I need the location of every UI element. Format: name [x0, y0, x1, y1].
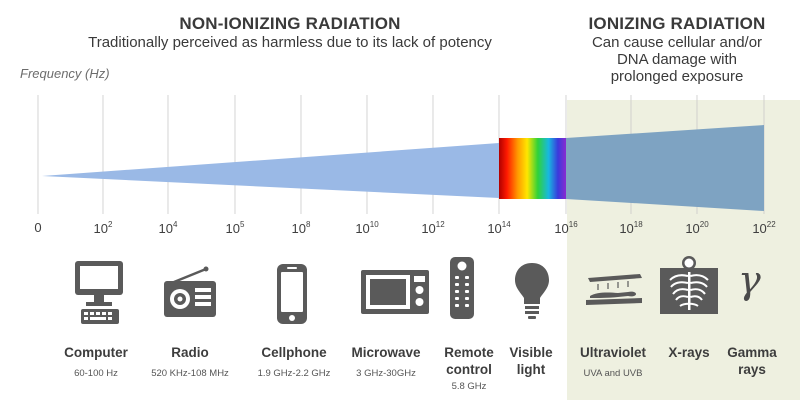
light-bulb-icon	[515, 263, 549, 319]
tick-label-5: 1010	[355, 220, 379, 236]
ultraviolet-label: Ultraviolet	[579, 345, 647, 360]
tick-label-10: 1020	[685, 220, 709, 236]
radio-icon	[164, 266, 216, 317]
microwave-label: Microwave	[351, 345, 421, 360]
ionizing-wedge	[566, 125, 764, 211]
microwave-icon	[361, 270, 429, 314]
tick-label-9: 1018	[619, 220, 643, 236]
tick-label-4: 108	[291, 220, 311, 236]
cellphone-label: Cellphone	[261, 345, 327, 360]
cellphone-icon	[277, 264, 307, 324]
tanning-bed-icon	[586, 274, 642, 305]
visible-light-label-line-2: light	[516, 362, 546, 377]
ionizing-subtitle-line-3: prolonged exposure	[610, 68, 744, 85]
xrays-label: X-rays	[668, 345, 710, 360]
remote-control-range: 5.8 GHz	[451, 381, 487, 392]
radio-label: Radio	[171, 345, 209, 360]
non-ionizing-subtitle: Traditionally perceived as harmless due …	[88, 34, 492, 51]
tick-label-0: 0	[34, 220, 42, 235]
non-ionizing-title: NON-IONIZING RADIATION	[179, 14, 401, 33]
tick-label-3: 105	[225, 220, 245, 236]
microwave-range: 3 GHz-30GHz	[356, 368, 416, 379]
tick-label-6: 1012	[421, 220, 445, 236]
remote-control-label: Remote control	[424, 344, 514, 378]
ionizing-subtitle-line-2: DNA damage with	[616, 51, 738, 68]
tick-label-1: 102	[93, 220, 113, 236]
computer-icon	[75, 261, 123, 324]
gamma-symbol-icon: γ	[738, 258, 761, 302]
remote-control-label-line-1: Remote	[444, 345, 494, 360]
gamma-rays-label-line-2: rays	[738, 362, 766, 377]
ionizing-title: IONIZING RADIATION	[588, 14, 766, 33]
remote-control-icon	[450, 257, 474, 319]
visible-light-spectrum	[499, 138, 566, 199]
visible-light-label: Visible light	[486, 344, 576, 378]
gamma-rays-label-line-1: Gamma	[727, 345, 777, 360]
computer-label: Computer	[64, 345, 128, 360]
tick-label-7: 1014	[487, 220, 511, 236]
visible-light-label-line-1: Visible	[509, 345, 553, 360]
tick-label-8: 1016	[554, 220, 578, 236]
radio-range: 520 KHz-108 MHz	[151, 368, 229, 379]
ionizing-header: IONIZING RADIATION Can cause cellular an…	[566, 14, 788, 85]
ionizing-subtitle-line-1: Can cause cellular and/or	[591, 34, 763, 51]
remote-control-label-line-2: control	[446, 362, 492, 377]
non-ionizing-header: NON-IONIZING RADIATION Traditionally per…	[0, 14, 580, 51]
xray-icon	[660, 256, 718, 314]
tick-label-2: 104	[158, 220, 178, 236]
gamma-rays-label: Gamma rays	[707, 344, 797, 378]
tick-label-11: 1022	[752, 220, 776, 236]
cellphone-range: 1.9 GHz-2.2 GHz	[257, 368, 331, 379]
frequency-axis-label: Frequency (Hz)	[20, 66, 110, 81]
non-ionizing-wedge	[42, 143, 499, 198]
computer-range: 60-100 Hz	[74, 368, 118, 379]
ultraviolet-range: UVA and UVB	[583, 368, 643, 379]
